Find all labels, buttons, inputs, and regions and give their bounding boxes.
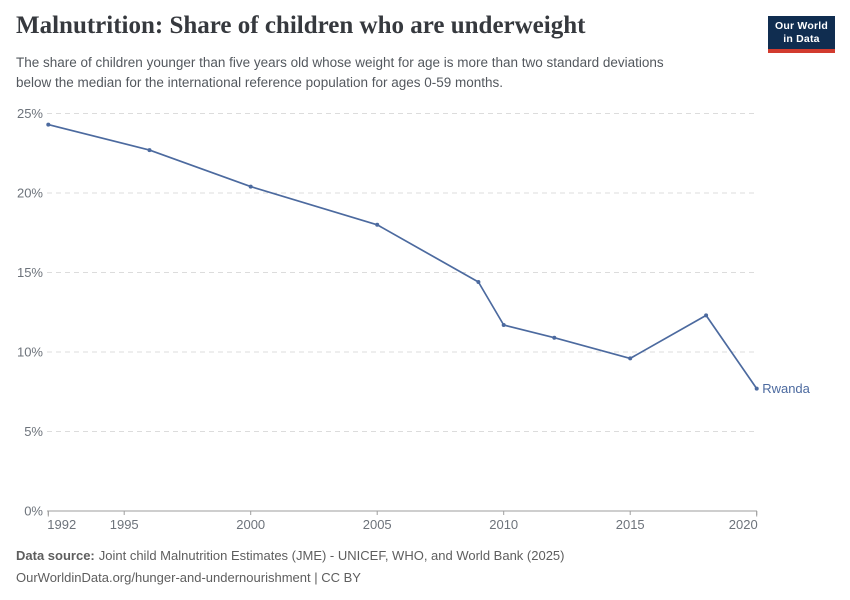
subtitle-line-2: below the median for the international r… (16, 75, 504, 90)
y-axis-tick-label-10: 10% (17, 345, 43, 360)
owid-logo-line2: in Data (783, 32, 820, 45)
owid-logo-line1: Our World (775, 19, 828, 32)
y-axis-tick-label-5: 5% (24, 424, 43, 439)
y-axis-tick-label-15: 15% (17, 265, 43, 280)
x-axis-tick-label-2010: 2010 (489, 517, 518, 532)
data-point-1992[interactable] (46, 122, 51, 127)
data-point-2009[interactable] (476, 280, 481, 285)
data-point-2018[interactable] (704, 313, 709, 318)
page-title: Malnutrition: Share of children who are … (16, 12, 586, 39)
y-axis-tick-label-20: 20% (17, 186, 43, 201)
data-point-2010[interactable] (501, 322, 506, 327)
data-point-2012[interactable] (552, 335, 557, 340)
series-line-rwanda[interactable] (47, 123, 758, 390)
data-point-2015[interactable] (628, 356, 633, 361)
x-axis-tick-label-2015: 2015 (616, 517, 645, 532)
x-axis-tick-label-2000: 2000 (236, 517, 265, 532)
chart-footer: Data source: Joint child Malnutrition Est… (16, 548, 564, 592)
data-point-2005[interactable] (375, 222, 380, 227)
y-axis-tick-label-25: 25% (17, 106, 43, 121)
chart-subtitle: The share of children younger than five … (16, 53, 664, 93)
y-axis-tick-label-0: 0% (24, 504, 43, 519)
owid-logo[interactable]: Our World in Data (768, 16, 835, 53)
data-point-2000[interactable] (248, 184, 253, 189)
citation-text: OurWorldinData.org/hunger-and-undernouri… (16, 570, 361, 585)
x-axis-tick-label-2020: 2020 (729, 517, 758, 532)
data-source-text: Joint child Malnutrition Estimates (JME)… (98, 548, 565, 563)
x-axis-tick-label-2005: 2005 (363, 517, 392, 532)
x-axis-tick-label-1995: 1995 (110, 517, 139, 532)
data-point-2020[interactable] (754, 386, 759, 391)
data-source-line: Data source: Joint child Malnutrition Est… (16, 548, 564, 564)
data-source-label: Data source: (16, 548, 95, 563)
x-axis-tick-label-1992: 1992 (47, 517, 76, 532)
citation-line: OurWorldinData.org/hunger-and-undernouri… (16, 570, 564, 586)
data-point-1996[interactable] (147, 148, 152, 153)
subtitle-line-1: The share of children younger than five … (16, 55, 664, 70)
series-end-label: Rwanda (762, 381, 810, 396)
